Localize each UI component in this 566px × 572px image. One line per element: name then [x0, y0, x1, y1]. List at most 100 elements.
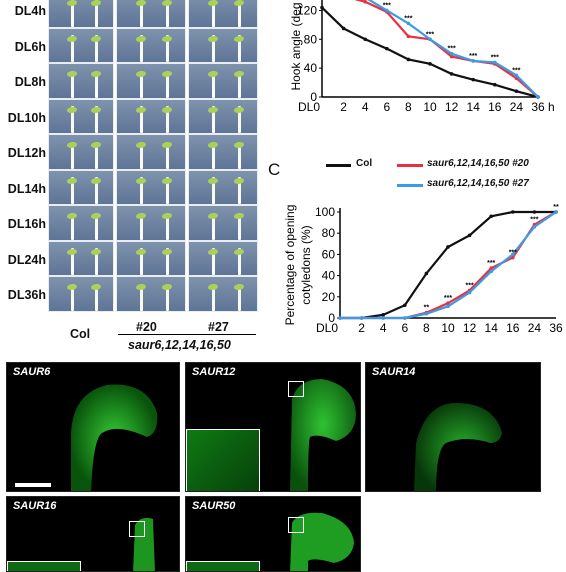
x-axis-label: h: [548, 100, 555, 114]
seedling-cotyledon: [91, 177, 102, 184]
seedling-photo: [116, 169, 186, 205]
genotype-label: saur6,12,14,16,50: [128, 338, 231, 352]
seedling-stem: [95, 70, 99, 98]
line-27-label: #27: [208, 320, 229, 334]
data-point: [359, 316, 364, 320]
seedling-stem: [95, 106, 99, 133]
seedling-stem: [95, 35, 99, 62]
significance-mark: ***: [466, 282, 474, 289]
seedling-stem: [140, 283, 144, 311]
data-point: [471, 59, 475, 63]
seedling-stem: [70, 141, 74, 169]
significance-mark: ***: [530, 217, 538, 224]
seedling-cotyledon: [208, 71, 219, 78]
zoom-inset: [186, 429, 260, 491]
x-tick-label: 10: [423, 100, 437, 114]
seedling-cotyledon: [162, 142, 172, 149]
seedling-photo: [48, 205, 114, 241]
seedling-photo: [188, 240, 258, 276]
significance-mark: ***: [491, 54, 499, 61]
significance-mark: ***: [404, 15, 412, 22]
seedling-stem: [140, 248, 144, 275]
seedling-stem: [238, 283, 241, 311]
seedling-cotyledon: [162, 106, 172, 113]
seedling-cotyledon: [66, 142, 77, 149]
x-tick-label: 12: [463, 321, 477, 335]
seedling-cotyledon: [208, 213, 219, 220]
seedling-cotyledon: [136, 106, 147, 113]
seedling-photo: [48, 240, 114, 276]
legend-label-col: Col: [356, 158, 373, 169]
data-point: [511, 210, 515, 214]
x-tick-label: 10: [441, 321, 455, 335]
data-point: [446, 304, 450, 309]
micrograph-saur12: SAUR12: [185, 362, 361, 492]
seedling-cotyledon: [91, 106, 102, 113]
seedling-photo: [116, 276, 186, 312]
seedling-photo: [188, 0, 258, 28]
seedling-cotyledon: [162, 248, 172, 255]
data-point: [338, 316, 342, 320]
seedling-cotyledon: [208, 35, 219, 42]
seedling-stem: [238, 70, 241, 98]
x-tick-label: 16: [506, 321, 520, 335]
seedling-stem: [140, 35, 144, 62]
data-point: [446, 301, 450, 305]
scale-bar: [15, 483, 51, 487]
seedling-stem: [140, 70, 144, 98]
seedling-cotyledon: [136, 71, 147, 78]
seedling-cotyledon: [234, 142, 244, 149]
seedling-stem: [70, 70, 74, 98]
seedling-stem: [140, 177, 144, 204]
data-point: [363, 0, 367, 4]
seedling-stem: [166, 106, 169, 133]
y-axis-label-line2: cotyledons (%): [299, 225, 313, 304]
seedling-cotyledon: [234, 248, 244, 255]
seedling-cotyledon: [162, 35, 172, 42]
seedling-stem: [238, 177, 241, 204]
seedling-cotyledon: [91, 213, 102, 220]
data-point: [489, 214, 493, 219]
seedling-photo: [188, 63, 258, 99]
seedling-stem: [212, 283, 216, 311]
y-tick-label: 40: [304, 61, 318, 75]
y-tick-label: 0: [328, 311, 335, 325]
seedling-cotyledon: [66, 106, 77, 113]
data-point: [449, 51, 454, 56]
seedling-stem: [70, 212, 74, 240]
seedling-cotyledon: [162, 71, 172, 78]
seedling-cotyledon: [208, 142, 219, 149]
row-label: DL36h: [7, 288, 46, 302]
y-tick-label: 80: [322, 226, 336, 240]
seedling-stem: [70, 35, 74, 62]
seedling-cotyledon: [66, 177, 77, 184]
legend-swatch-20: [397, 164, 423, 167]
seedling-cotyledon: [66, 35, 77, 42]
data-point: [403, 316, 407, 320]
zoom-region-box: [129, 521, 145, 537]
seedling-stem: [95, 141, 99, 169]
data-point: [406, 21, 411, 26]
data-point: [554, 210, 558, 214]
row-label: DL4h: [14, 4, 46, 18]
seedling-stem: [238, 106, 241, 133]
seedling-cotyledon: [208, 177, 219, 184]
micrograph-saur12-label: SAUR12: [192, 366, 236, 378]
series-line: [354, 0, 539, 98]
y-axis-label: Percentage of opening: [283, 205, 297, 326]
data-point: [403, 303, 407, 308]
seedling-cotyledon: [136, 248, 147, 255]
seedling-photo: [48, 134, 114, 170]
data-point: [489, 269, 493, 274]
micrograph-saur14: SAUR14: [365, 362, 541, 492]
seedling-photo: [188, 134, 258, 170]
micrograph-saur50: SAUR50: [185, 496, 361, 572]
seedling-cotyledon: [234, 0, 244, 7]
data-point: [381, 313, 385, 317]
seedling-stem: [70, 248, 74, 275]
seedling-stem: [166, 141, 169, 169]
data-point: [493, 60, 497, 65]
seedling-cotyledon: [136, 177, 147, 184]
seedling-cotyledon: [91, 0, 102, 7]
zoom-region-box: [288, 381, 304, 397]
